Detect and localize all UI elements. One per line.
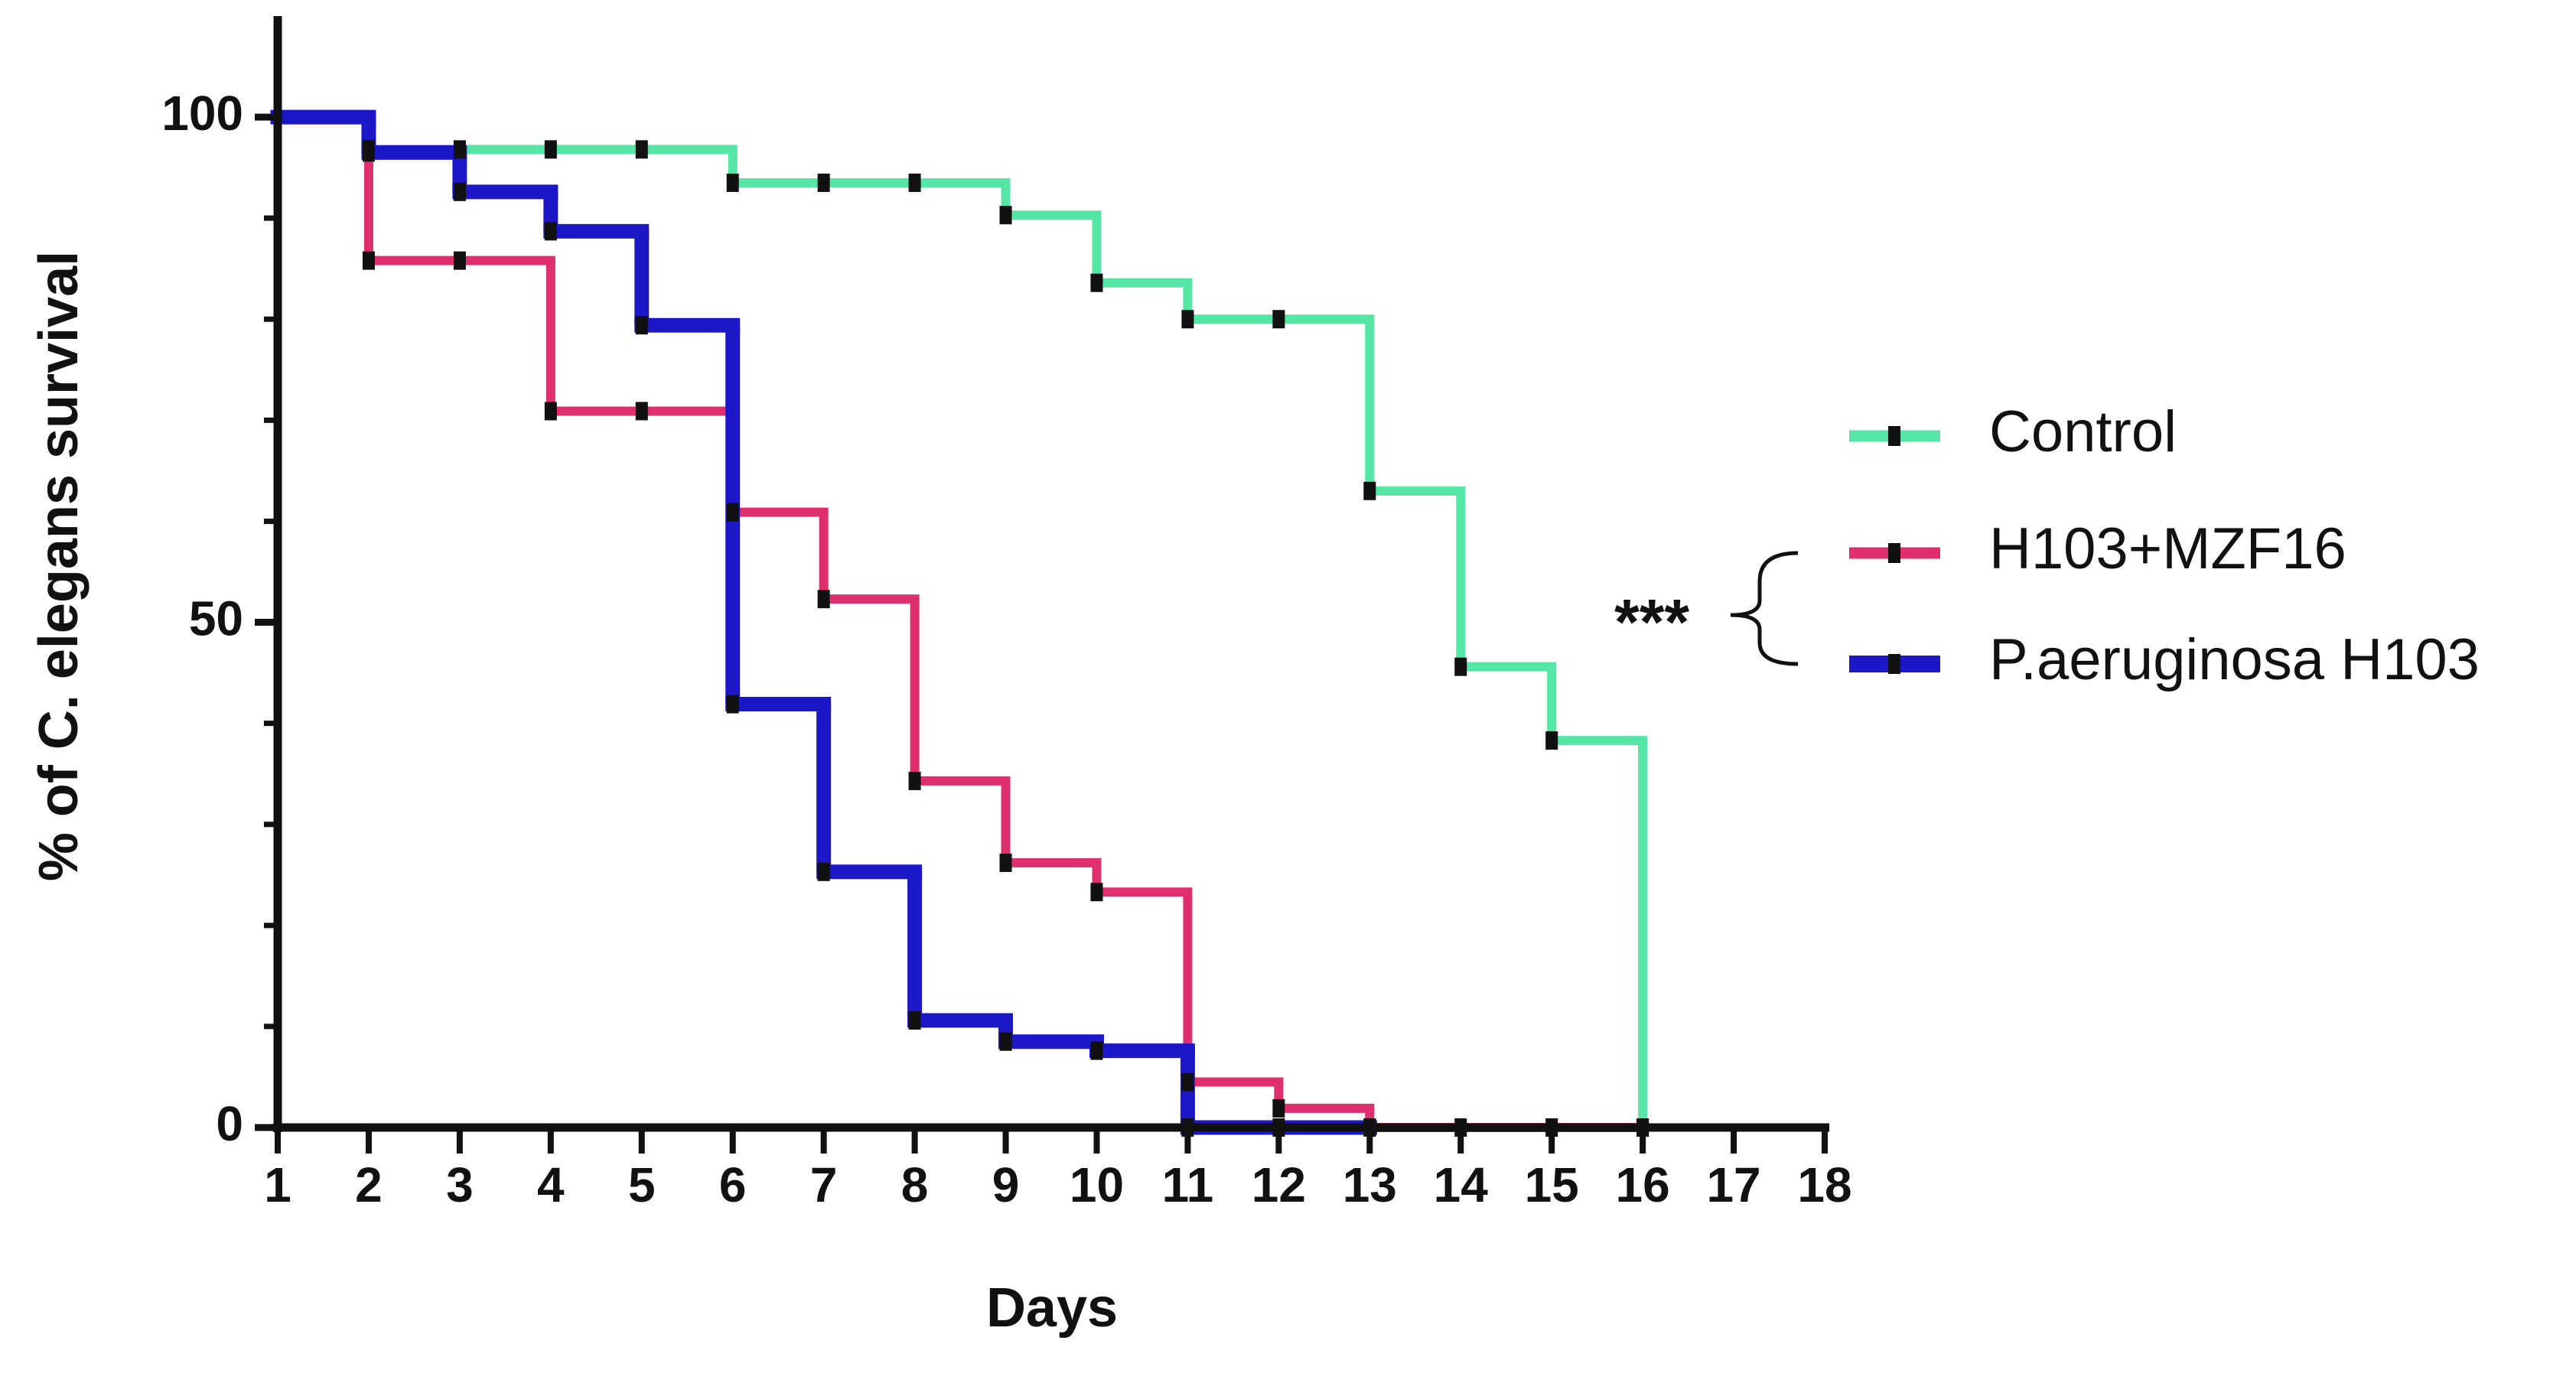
y-tick-label: 0 xyxy=(216,1096,243,1151)
x-tick-label: 16 xyxy=(1616,1157,1670,1212)
legend-label: Control xyxy=(1989,399,2177,464)
censor-mark xyxy=(1454,657,1467,676)
censor-mark xyxy=(999,206,1012,225)
censor-mark xyxy=(635,140,648,159)
censor-mark xyxy=(817,862,830,881)
censor-mark xyxy=(908,173,921,192)
x-tick-label: 13 xyxy=(1343,1157,1397,1212)
legend-label: H103+MZF16 xyxy=(1989,516,2346,581)
censor-mark xyxy=(362,251,375,270)
censor-mark xyxy=(1090,1041,1103,1060)
censor-mark xyxy=(362,143,375,162)
x-tick-label: 12 xyxy=(1252,1157,1306,1212)
legend-marker xyxy=(1888,654,1900,674)
x-tick-label: 9 xyxy=(992,1157,1020,1212)
censor-mark xyxy=(453,182,466,201)
legend-marker xyxy=(1888,543,1900,563)
y-tick-label: 50 xyxy=(189,591,243,646)
x-tick-label: 17 xyxy=(1706,1157,1760,1212)
censor-mark xyxy=(544,222,557,241)
censor-mark xyxy=(726,695,739,714)
x-tick-label: 18 xyxy=(1797,1157,1851,1212)
censor-mark xyxy=(453,140,466,159)
x-tick-label: 14 xyxy=(1434,1157,1489,1212)
censor-mark xyxy=(635,402,648,421)
censor-mark xyxy=(999,1032,1012,1051)
censor-mark xyxy=(726,503,739,522)
x-axis-label: Days xyxy=(986,1277,1118,1339)
censor-mark xyxy=(1181,1072,1194,1092)
x-tick-label: 11 xyxy=(1162,1157,1214,1212)
censor-mark xyxy=(999,853,1012,872)
x-tick-label: 5 xyxy=(628,1157,656,1212)
censor-mark xyxy=(726,173,739,192)
x-tick-label: 7 xyxy=(810,1157,838,1212)
significance-annotation: *** xyxy=(1614,586,1689,658)
censor-mark xyxy=(1181,310,1194,329)
censor-mark xyxy=(1545,731,1558,750)
censor-mark xyxy=(1272,310,1285,329)
legend-label: P.aeruginosa H103 xyxy=(1989,627,2480,692)
x-tick-label: 6 xyxy=(719,1157,747,1212)
legend-marker xyxy=(1888,426,1900,446)
censor-mark xyxy=(1272,1098,1285,1118)
censor-mark xyxy=(544,140,557,159)
censor-mark xyxy=(635,316,648,335)
censor-mark xyxy=(817,590,830,609)
censor-mark xyxy=(453,251,466,270)
legend-bracket xyxy=(1730,551,1799,666)
censor-mark xyxy=(908,771,921,790)
y-axis-label: % of C. elegans survival xyxy=(28,251,90,881)
censor-mark xyxy=(1090,273,1103,292)
censor-mark xyxy=(1363,481,1376,500)
x-tick-label: 2 xyxy=(355,1157,383,1212)
censor-mark xyxy=(1090,883,1103,902)
x-tick-label: 4 xyxy=(537,1157,565,1212)
x-tick-label: 8 xyxy=(901,1157,929,1212)
x-tick-label: 15 xyxy=(1525,1157,1579,1212)
censor-mark xyxy=(544,402,557,421)
censor-mark xyxy=(908,1010,921,1030)
censor-mark xyxy=(817,173,830,192)
x-tick-label: 10 xyxy=(1070,1157,1124,1212)
x-tick-label: 1 xyxy=(264,1157,291,1212)
y-tick-label: 100 xyxy=(161,86,243,141)
x-tick-label: 3 xyxy=(446,1157,474,1212)
